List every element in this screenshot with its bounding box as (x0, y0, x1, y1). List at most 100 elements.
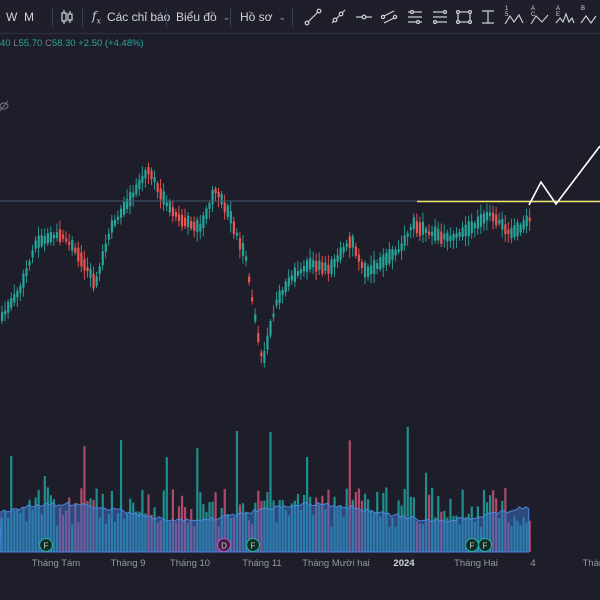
candle (415, 221, 418, 234)
indicators-button[interactable]: fx Các chỉ báo (92, 0, 170, 34)
candle (357, 254, 361, 262)
candle (104, 243, 107, 252)
volume-bar (528, 520, 531, 552)
head-shoulders-icon[interactable]: A E (555, 6, 575, 28)
dividend-event-marker[interactable] (216, 537, 232, 553)
volume-bar (348, 440, 351, 552)
xabcd-pattern-icon[interactable]: 1 5 (504, 6, 524, 28)
candle (400, 243, 403, 251)
parallel-channel-icon[interactable] (380, 8, 398, 26)
candle (7, 301, 10, 313)
candle (193, 221, 196, 231)
candle (226, 205, 229, 217)
ray-icon[interactable] (329, 8, 347, 26)
rectangle-icon[interactable] (455, 8, 473, 26)
candle (327, 264, 330, 274)
pitchfork-icon[interactable] (406, 8, 424, 26)
event-marker-label: F (483, 542, 488, 551)
time-axis-label: Tháng 11 (242, 558, 282, 569)
candle (510, 227, 513, 238)
trend-line-icon[interactable] (304, 8, 322, 26)
candle (470, 221, 473, 234)
candle (208, 203, 211, 209)
fib-retracement-icon[interactable] (431, 8, 449, 26)
projection-path[interactable] (528, 145, 600, 206)
candle (363, 262, 367, 278)
earnings-event-marker[interactable] (38, 537, 54, 553)
toolbar-divider (292, 7, 293, 27)
hide-eye-icon[interactable] (0, 100, 10, 112)
candle (34, 240, 37, 249)
abcd-pattern-icon[interactable]: A C (530, 6, 550, 28)
candle (345, 243, 348, 247)
candle (101, 251, 104, 266)
ohlc-legend: 40 L55.70 C58.30 +2.50 (+4.48%) (0, 38, 144, 49)
candle (31, 250, 34, 258)
candle (165, 202, 168, 207)
candle (473, 223, 476, 229)
candle (16, 290, 19, 298)
candle (461, 227, 464, 237)
toolbar-divider (82, 7, 83, 27)
candle (217, 192, 220, 198)
time-axis-label: Tháng (582, 558, 600, 569)
candle (519, 224, 522, 233)
triangle-pattern-icon[interactable]: B (580, 6, 600, 28)
time-axis-label: 2024 (393, 558, 415, 569)
candle (28, 261, 31, 266)
candle (522, 220, 525, 230)
interval-w-button[interactable]: W (6, 0, 17, 34)
candle (431, 231, 434, 236)
candle (211, 189, 214, 205)
candle (92, 273, 95, 289)
candle (269, 320, 272, 336)
chart-type-label: Biểu đồ (176, 10, 217, 24)
time-axis-label: Tháng Tám (31, 558, 81, 569)
candle (187, 215, 190, 228)
volume-bar (83, 446, 86, 552)
candle (235, 232, 239, 236)
interval-m-button[interactable]: M (24, 0, 34, 34)
event-marker-label: F (470, 542, 475, 551)
candle (428, 231, 431, 235)
candle (385, 252, 388, 265)
candle (46, 233, 49, 244)
candlestick-icon[interactable] (58, 8, 76, 26)
pattern-label: A C (531, 6, 541, 18)
time-axis-label: Tháng Hai (454, 558, 498, 569)
profile-button[interactable]: Hồ sơ ⌄ (240, 0, 286, 34)
candle (49, 232, 52, 243)
date-range-icon[interactable] (479, 8, 497, 26)
candle (153, 176, 156, 183)
candle (86, 267, 89, 272)
candle (299, 268, 303, 274)
candle (238, 238, 242, 250)
interval-w-label: W (6, 10, 18, 24)
candle (528, 217, 531, 222)
candle (65, 238, 68, 242)
candle (342, 246, 345, 253)
legend-low: 55.70 (18, 38, 43, 49)
chevron-down-icon: ⌄ (278, 11, 287, 22)
chart-type-button[interactable]: Biểu đồ ⌄ (176, 0, 230, 34)
candle (379, 257, 382, 270)
candle (184, 217, 187, 227)
candle (10, 297, 13, 308)
candle (391, 249, 394, 260)
candle (446, 232, 449, 242)
candle (367, 266, 370, 277)
candle (455, 233, 458, 239)
candle (141, 175, 144, 184)
candle (202, 215, 205, 228)
candle (135, 184, 138, 195)
horizontal-line-icon[interactable] (355, 8, 373, 26)
earnings-event-marker[interactable] (245, 537, 261, 553)
candle (180, 214, 184, 227)
candle (440, 231, 443, 244)
earnings-event-marker[interactable] (477, 537, 493, 553)
fx-icon: fx (92, 8, 101, 26)
volume-bar (431, 487, 434, 552)
candle (354, 246, 357, 256)
event-marker-label: D (221, 542, 227, 551)
